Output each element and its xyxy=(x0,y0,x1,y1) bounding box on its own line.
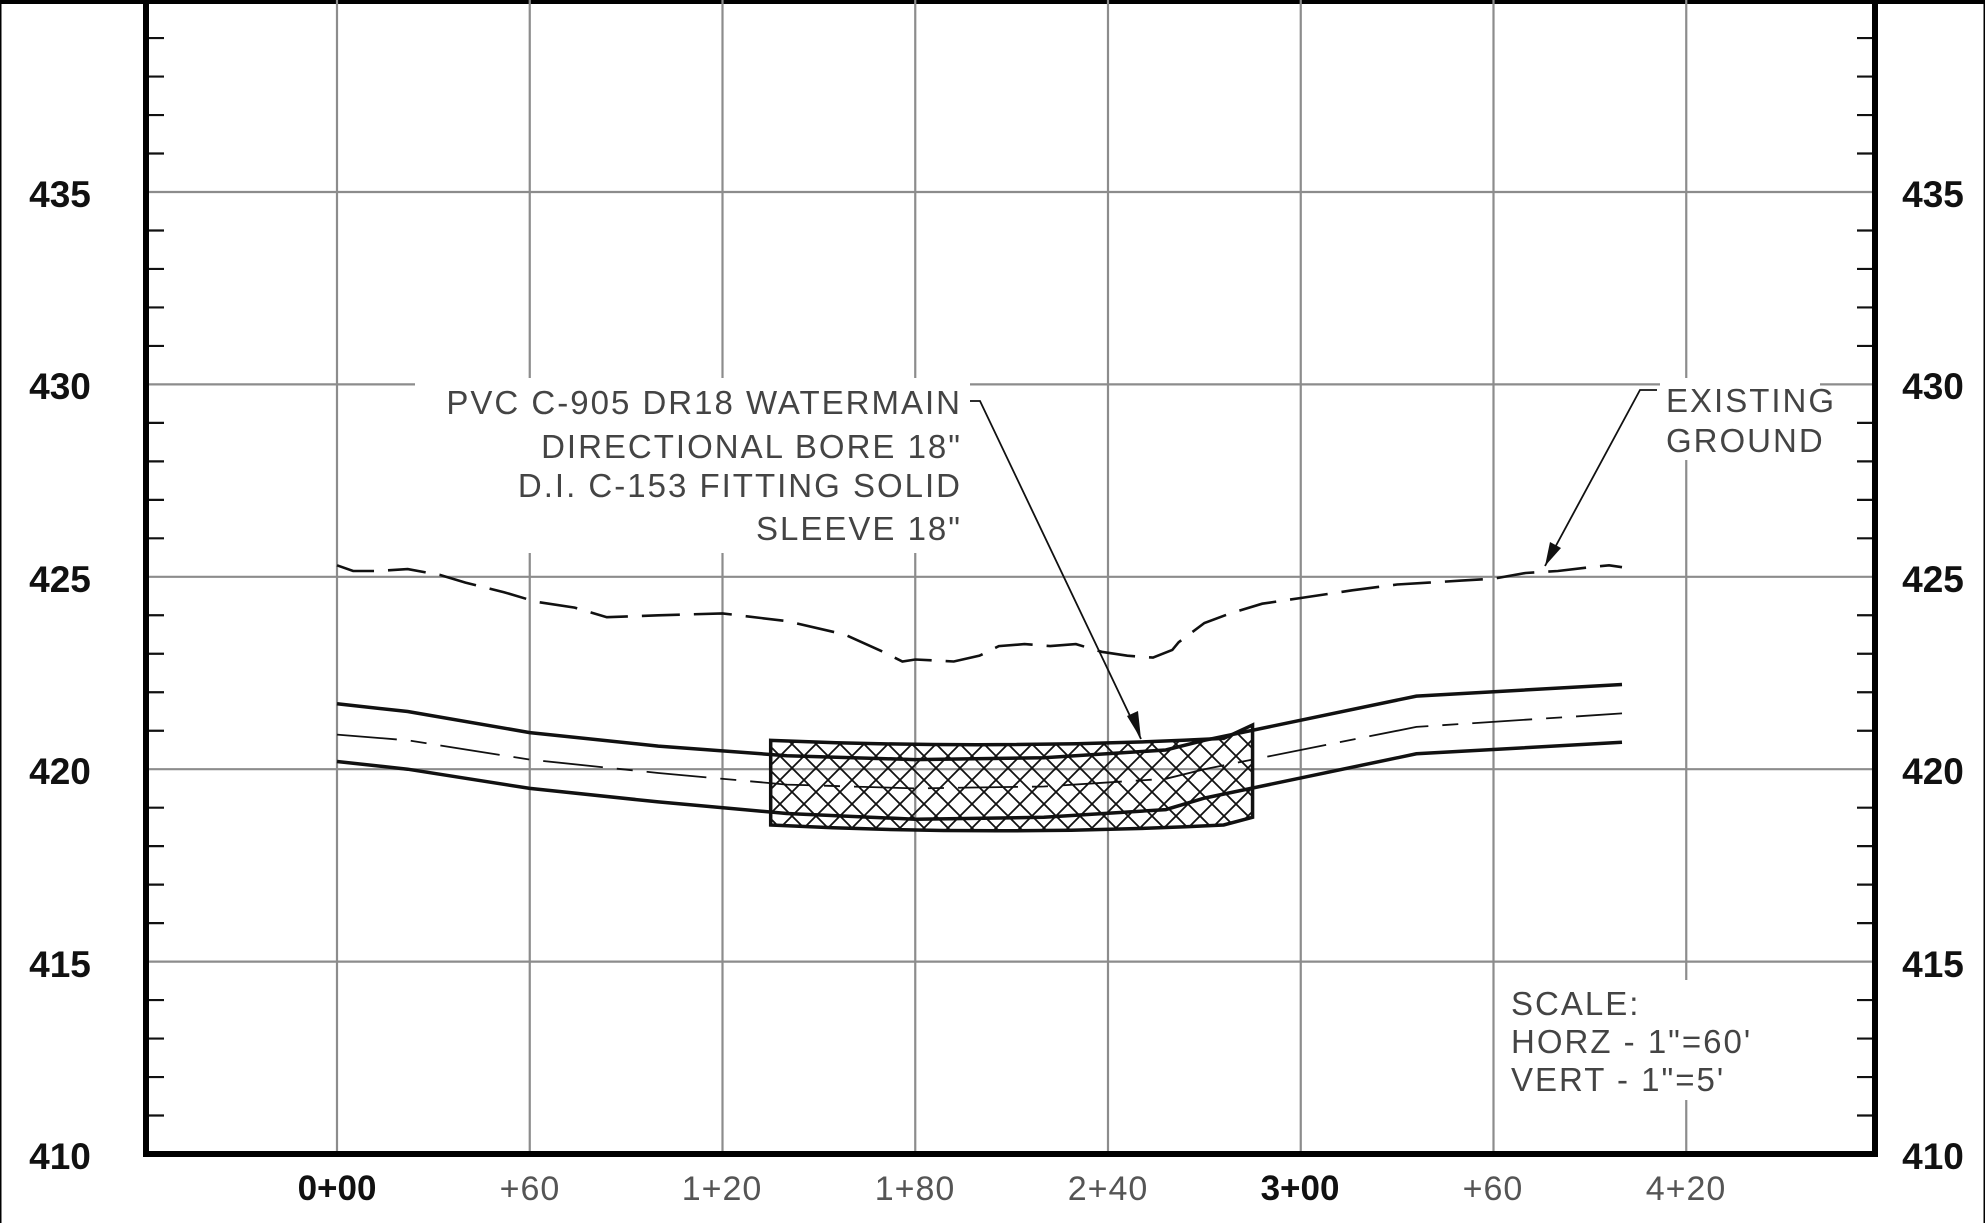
elev-label: 415 xyxy=(29,944,91,985)
elev-label: 425 xyxy=(1902,559,1964,600)
ground-note-line: EXISTING xyxy=(1666,382,1836,419)
scale-note-line: HORZ - 1"=60' xyxy=(1511,1023,1752,1060)
pipe-note-line: D.I. C-153 FITTING SOLID xyxy=(518,467,962,504)
pipe-note-line: PVC C-905 DR18 WATERMAIN xyxy=(446,384,962,421)
ground-note: EXISTING GROUND xyxy=(1660,378,1836,460)
elev-label: 410 xyxy=(1902,1136,1964,1177)
ground-note-line: GROUND xyxy=(1666,422,1825,459)
pipe-centerline xyxy=(336,712,1623,790)
pipe-note: PVC C-905 DR18 WATERMAIN DIRECTIONAL BOR… xyxy=(415,378,970,553)
station-label: +60 xyxy=(1463,1170,1524,1208)
elev-label: 425 xyxy=(29,559,91,600)
station-label: 4+20 xyxy=(1646,1170,1727,1208)
elev-label: 430 xyxy=(29,366,91,407)
pipe-note-leader xyxy=(963,400,1142,740)
station-label: 1+80 xyxy=(875,1170,956,1208)
ground-note-mask xyxy=(1660,378,1820,460)
pipe-note-mask xyxy=(415,378,970,553)
scale-note-line: VERT - 1"=5' xyxy=(1511,1061,1725,1098)
elev-label: 435 xyxy=(1902,174,1964,215)
elevation-labels-left: 410 415 420 425 430 435 xyxy=(29,174,91,1177)
scale-note-line: SCALE: xyxy=(1511,985,1640,1022)
station-label: +60 xyxy=(500,1170,561,1208)
station-labels: 0+00 +60 1+20 1+80 2+40 3+00 +60 4+20 xyxy=(298,1169,1727,1208)
station-label: 1+20 xyxy=(682,1170,763,1208)
elev-label: 435 xyxy=(29,174,91,215)
elev-label: 415 xyxy=(1902,944,1964,985)
elev-label: 420 xyxy=(29,751,91,792)
station-label: 3+00 xyxy=(1261,1169,1340,1208)
pipe-note-line: DIRECTIONAL BORE 18" xyxy=(541,428,962,465)
station-label: 2+40 xyxy=(1068,1170,1149,1208)
pipe-top-line xyxy=(336,682,1623,762)
elev-label: 420 xyxy=(1902,751,1964,792)
station-label: 0+00 xyxy=(298,1169,377,1208)
elev-label: 410 xyxy=(29,1136,91,1177)
ground-note-leader xyxy=(1544,389,1657,567)
profile-grid xyxy=(146,0,1875,1154)
elev-label: 430 xyxy=(1902,366,1964,407)
scale-note: SCALE: HORZ - 1"=60' VERT - 1"=5' xyxy=(1505,980,1825,1100)
pipe-bottom-line xyxy=(336,740,1623,821)
pipe-note-line: SLEEVE 18" xyxy=(756,510,962,547)
elevation-labels-right: 410 415 420 425 430 435 xyxy=(1902,174,1964,1177)
scale-note-mask xyxy=(1505,980,1825,1100)
